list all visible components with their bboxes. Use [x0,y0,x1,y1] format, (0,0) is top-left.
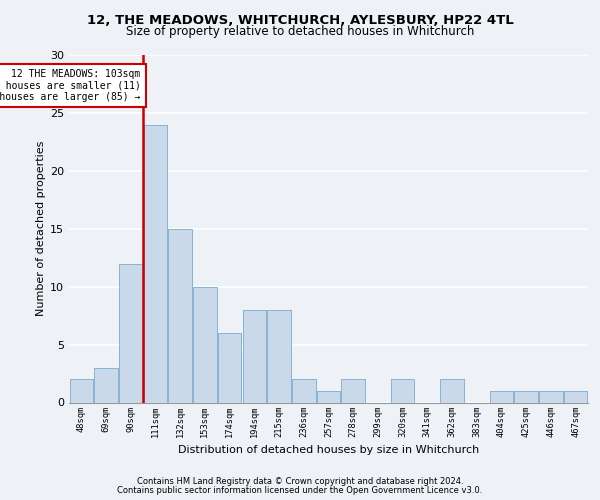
Bar [341,380,365,402]
Bar [242,310,266,402]
Bar [490,391,513,402]
Bar [514,391,538,402]
Bar [94,368,118,402]
X-axis label: Distribution of detached houses by size in Whitchurch: Distribution of detached houses by size … [178,445,479,455]
Text: Size of property relative to detached houses in Whitchurch: Size of property relative to detached ho… [126,25,474,38]
Bar [193,286,217,403]
Bar [119,264,143,402]
Y-axis label: Number of detached properties: Number of detached properties [36,141,46,316]
Bar [218,333,241,402]
Bar [169,229,192,402]
Bar [218,333,241,402]
Text: Contains public sector information licensed under the Open Government Licence v3: Contains public sector information licen… [118,486,482,495]
Bar [490,391,513,402]
Bar [440,380,464,402]
Bar [341,380,365,402]
Bar [144,124,167,402]
Text: 12, THE MEADOWS, WHITCHURCH, AYLESBURY, HP22 4TL: 12, THE MEADOWS, WHITCHURCH, AYLESBURY, … [86,14,514,27]
Bar [440,380,464,402]
Bar [193,286,217,403]
Bar [317,391,340,402]
Bar [317,391,340,402]
Bar [391,380,415,402]
Bar [242,310,266,402]
Bar [292,380,316,402]
Bar [268,310,291,402]
Bar [514,391,538,402]
Bar [539,391,563,402]
Bar [564,391,587,402]
Bar [94,368,118,402]
Text: 12 THE MEADOWS: 103sqm
← 11% of detached houses are smaller (11)
87% of semi-det: 12 THE MEADOWS: 103sqm ← 11% of detached… [0,69,140,102]
Bar [564,391,587,402]
Bar [70,380,93,402]
Bar [391,380,415,402]
Bar [70,380,93,402]
Bar [119,264,143,402]
Bar [169,229,192,402]
Bar [144,124,167,402]
Bar [292,380,316,402]
Text: Contains HM Land Registry data © Crown copyright and database right 2024.: Contains HM Land Registry data © Crown c… [137,477,463,486]
Bar [268,310,291,402]
Bar [539,391,563,402]
